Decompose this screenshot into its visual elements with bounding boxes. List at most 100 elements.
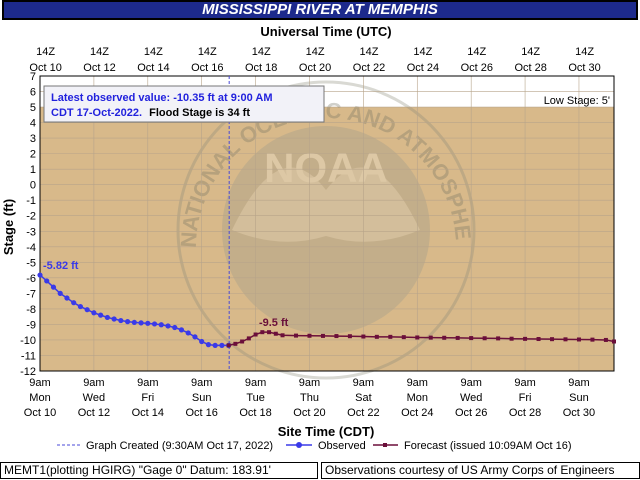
forecast-point bbox=[233, 341, 238, 346]
bottom-tick-label: 9am bbox=[568, 377, 589, 389]
bottom-tick-label: Sat bbox=[355, 392, 372, 404]
top-tick-label: 14Z bbox=[198, 46, 217, 58]
forecast-series-line bbox=[228, 331, 615, 347]
bottom-tick-label: Mon bbox=[29, 392, 50, 404]
observed-point bbox=[98, 312, 104, 318]
top-tick-label: 14Z bbox=[575, 46, 594, 58]
bottom-tick-label: Oct 16 bbox=[185, 407, 217, 419]
forecast-point bbox=[496, 336, 501, 341]
top-tick-date: Oct 30 bbox=[568, 62, 600, 74]
forecast-point bbox=[455, 335, 460, 340]
forecast-annotation: -9.5 ft bbox=[259, 317, 289, 329]
y-tick-label: -12 bbox=[20, 366, 36, 378]
bottom-tick-label: Oct 24 bbox=[401, 407, 433, 419]
forecast-point bbox=[260, 330, 265, 335]
bottom-tick-label: Oct 22 bbox=[347, 407, 379, 419]
observed-point bbox=[145, 320, 151, 326]
info-box: Latest observed value: -10.35 ft at 9:00… bbox=[43, 85, 325, 123]
top-tick-date: Oct 22 bbox=[353, 62, 385, 74]
bottom-tick-label: 9am bbox=[137, 377, 158, 389]
y-tick-label: 0 bbox=[30, 180, 36, 192]
y-tick-label: -10 bbox=[20, 335, 36, 347]
top-tick-label: 14Z bbox=[467, 46, 486, 58]
top-tick-date: Oct 26 bbox=[461, 62, 493, 74]
series-layer: -5.82 ft -9.5 ft bbox=[37, 260, 616, 348]
top-tick-label: 14Z bbox=[360, 46, 379, 58]
top-tick-date: Oct 12 bbox=[83, 62, 115, 74]
top-tick-date: Oct 20 bbox=[299, 62, 331, 74]
observed-point bbox=[37, 272, 43, 278]
forecast-point bbox=[240, 339, 245, 344]
info-box-date: CDT 17-Oct-2022. bbox=[51, 107, 142, 119]
legend-label-observed: Observed bbox=[318, 440, 366, 452]
observed-point bbox=[172, 324, 178, 331]
bottom-tick-label: Oct 10 bbox=[24, 407, 56, 419]
forecast-point bbox=[273, 331, 278, 336]
forecast-point bbox=[550, 337, 555, 342]
observed-point bbox=[118, 317, 124, 324]
plot-area-lower bbox=[40, 107, 614, 371]
forecast-point bbox=[482, 336, 487, 341]
bottom-tick-label: Thu bbox=[300, 392, 319, 404]
observed-point bbox=[219, 342, 225, 348]
top-tick-label: 14Z bbox=[252, 46, 271, 58]
forecast-point bbox=[347, 334, 352, 339]
forecast-point bbox=[361, 334, 366, 339]
y-tick-label: -7 bbox=[26, 288, 36, 300]
grid-lines bbox=[39, 75, 615, 372]
forecast-point bbox=[612, 339, 616, 344]
observed-point bbox=[64, 295, 70, 301]
observed-point bbox=[138, 320, 144, 326]
observed-point bbox=[151, 321, 158, 327]
top-tick-date: Oct 18 bbox=[245, 62, 277, 74]
top-axis-label: Universal Time (UTC) bbox=[260, 24, 391, 39]
top-tick-label: 14Z bbox=[144, 46, 163, 58]
forecast-point bbox=[415, 335, 420, 340]
bottom-tick-label: Wed bbox=[83, 392, 105, 404]
forecast-point bbox=[334, 334, 339, 339]
observed-point bbox=[131, 319, 137, 326]
y-tick-label: -5 bbox=[26, 257, 36, 269]
x-axis-label: Site Time (CDT) bbox=[278, 424, 375, 439]
legend-marker-observed bbox=[296, 442, 302, 448]
forecast-point bbox=[267, 330, 272, 335]
forecast-point bbox=[401, 335, 406, 340]
y-tick-label: -9 bbox=[26, 319, 36, 331]
y-tick-label: 3 bbox=[30, 133, 36, 145]
y-tick-label: -8 bbox=[26, 304, 36, 316]
low-stage-label: Low Stage: 5' bbox=[544, 95, 610, 107]
observed-point bbox=[124, 319, 131, 325]
observed-annotation: -5.82 ft bbox=[43, 260, 79, 272]
observed-point bbox=[111, 316, 117, 322]
top-tick-label: 14Z bbox=[413, 46, 432, 58]
hydrograph-chart: Universal Time (UTC) 14Z Oct 10 14Z Oct 12 1… bbox=[0, 0, 616, 452]
plot-border bbox=[39, 75, 615, 372]
forecast-point bbox=[246, 336, 251, 341]
bottom-tick-label: Mon bbox=[407, 392, 428, 404]
footer-credit: Observations courtesy of US Army Corps o… bbox=[321, 462, 640, 479]
top-tick-date: Oct 28 bbox=[514, 62, 546, 74]
forecast-point bbox=[576, 337, 581, 342]
forecast-point bbox=[294, 333, 299, 338]
y-tick-label: -11 bbox=[21, 350, 36, 362]
top-tick-label: 14Z bbox=[521, 46, 540, 58]
forecast-point bbox=[307, 333, 312, 338]
forecast-point bbox=[388, 334, 393, 339]
info-box-line1: Latest observed value: -10.35 ft at 9:00… bbox=[51, 92, 273, 104]
bottom-tick-label: Oct 20 bbox=[293, 407, 325, 419]
observed-point bbox=[199, 338, 205, 345]
y-tick-label: -2 bbox=[26, 211, 36, 223]
bottom-tick-label: Wed bbox=[460, 392, 482, 404]
bottom-tick-label: 9am bbox=[299, 377, 320, 389]
observed-point bbox=[50, 284, 57, 290]
top-axis-ticks: 14Z Oct 10 14Z Oct 12 14Z Oct 14 14Z Oct 16 14Z O… bbox=[29, 46, 600, 74]
bottom-tick-label: 9am bbox=[514, 377, 535, 389]
bottom-tick-label: 9am bbox=[353, 377, 374, 389]
forecast-point bbox=[374, 334, 379, 339]
observed-point bbox=[91, 310, 97, 316]
y-tick-label: 1 bbox=[30, 164, 36, 176]
forecast-point bbox=[469, 336, 474, 341]
observed-point bbox=[71, 300, 77, 306]
y-tick-label: -6 bbox=[26, 273, 36, 285]
bottom-tick-label: 9am bbox=[83, 377, 104, 389]
